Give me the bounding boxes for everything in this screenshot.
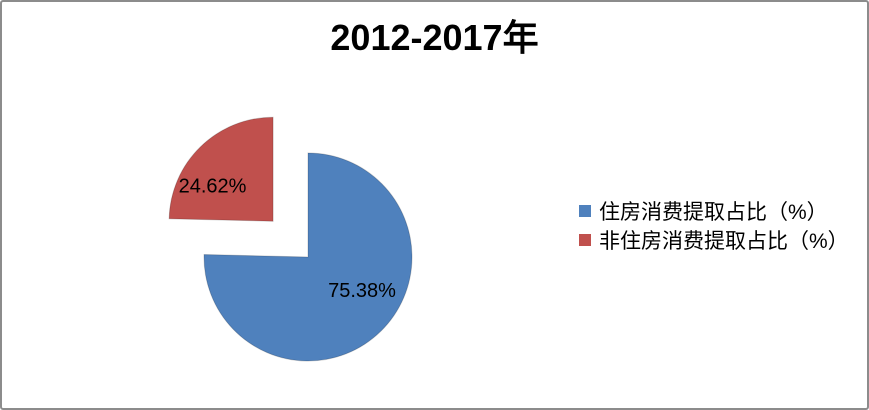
legend-swatch-non-housing-icon — [579, 233, 591, 246]
legend-item-housing: 住房消费提取占比（%） — [579, 196, 849, 225]
legend: 住房消费提取占比（%） 非住房消费提取占比（%） — [579, 196, 849, 254]
legend-swatch-housing-icon — [579, 204, 591, 217]
legend-label-non-housing: 非住房消费提取占比（%） — [599, 229, 849, 253]
pie-slice-1 — [168, 116, 274, 222]
pie-slice-0 — [203, 152, 413, 362]
pie-data-label-1: 24.62% — [179, 176, 247, 198]
legend-item-non-housing: 非住房消费提取占比（%） — [579, 225, 849, 254]
pie-data-label-0: 75.38% — [328, 280, 396, 302]
legend-label-housing: 住房消费提取占比（%） — [599, 200, 828, 224]
chart-title: 2012-2017年 — [330, 17, 539, 58]
